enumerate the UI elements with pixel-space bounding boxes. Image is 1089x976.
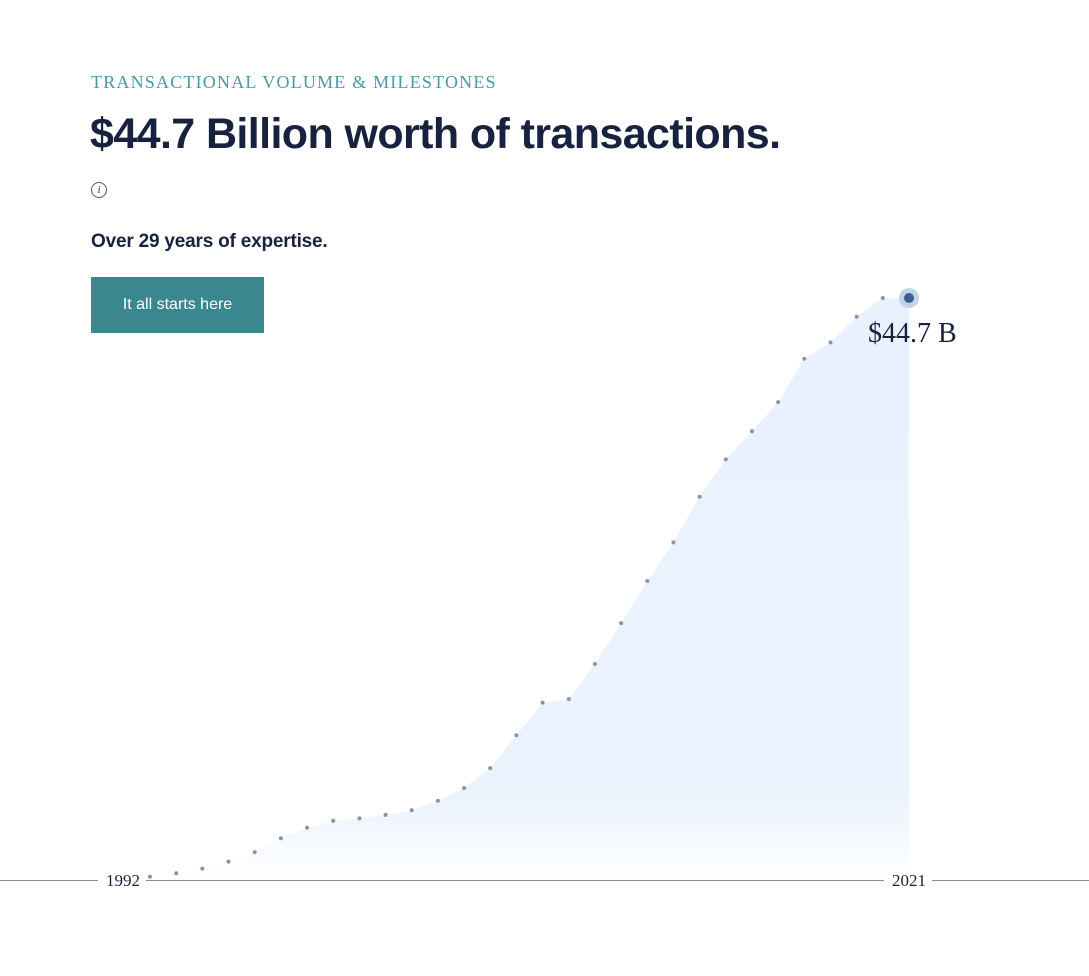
info-icon[interactable]: i — [91, 182, 107, 198]
data-point-2004[interactable] — [462, 786, 467, 790]
data-point-2007[interactable] — [540, 700, 545, 705]
data-point-2019[interactable] — [854, 314, 859, 319]
data-point-2017[interactable] — [802, 356, 807, 361]
data-point-2020[interactable] — [880, 296, 885, 300]
data-point-2015[interactable] — [750, 429, 754, 434]
subheadline: Over 29 years of expertise. — [91, 231, 328, 252]
volume-area — [150, 298, 909, 878]
data-point-2021[interactable] — [904, 293, 914, 303]
data-point-2009[interactable] — [592, 662, 597, 666]
data-point-2010[interactable] — [619, 621, 624, 626]
data-point-2000[interactable] — [357, 816, 362, 821]
x-axis-start-label: 1992 — [106, 871, 140, 890]
data-point-2003[interactable] — [435, 798, 440, 803]
data-point-2012[interactable] — [671, 540, 676, 545]
data-point-2001[interactable] — [383, 812, 388, 817]
data-point-1992[interactable] — [148, 874, 152, 879]
data-point-2014[interactable] — [723, 457, 728, 462]
data-point-2008[interactable] — [566, 697, 571, 702]
data-point-1999[interactable] — [331, 818, 336, 823]
data-point-2013[interactable] — [697, 494, 702, 499]
x-axis-end-label: 2021 — [892, 871, 926, 890]
data-point-1996[interactable] — [252, 850, 257, 855]
data-point-1993[interactable] — [174, 871, 179, 876]
section-eyebrow: TRANSACTIONAL VOLUME & MILESTONES — [91, 72, 497, 92]
data-point-2016[interactable] — [776, 400, 781, 405]
page-title: $44.7 Billion worth of transactions. — [90, 110, 781, 158]
data-point-2006[interactable] — [514, 733, 519, 738]
data-point-1997[interactable] — [278, 836, 283, 841]
data-point-2002[interactable] — [409, 808, 414, 813]
start-here-button[interactable]: It all starts here — [91, 277, 264, 333]
data-point-2011[interactable] — [645, 579, 650, 583]
data-point-2005[interactable] — [488, 766, 493, 771]
data-point-2018[interactable] — [828, 340, 833, 345]
data-point-1994[interactable] — [200, 866, 205, 871]
data-point-1998[interactable] — [305, 825, 309, 830]
data-point-1995[interactable] — [226, 859, 231, 864]
highlight-value-label: $44.7 B — [868, 318, 957, 349]
